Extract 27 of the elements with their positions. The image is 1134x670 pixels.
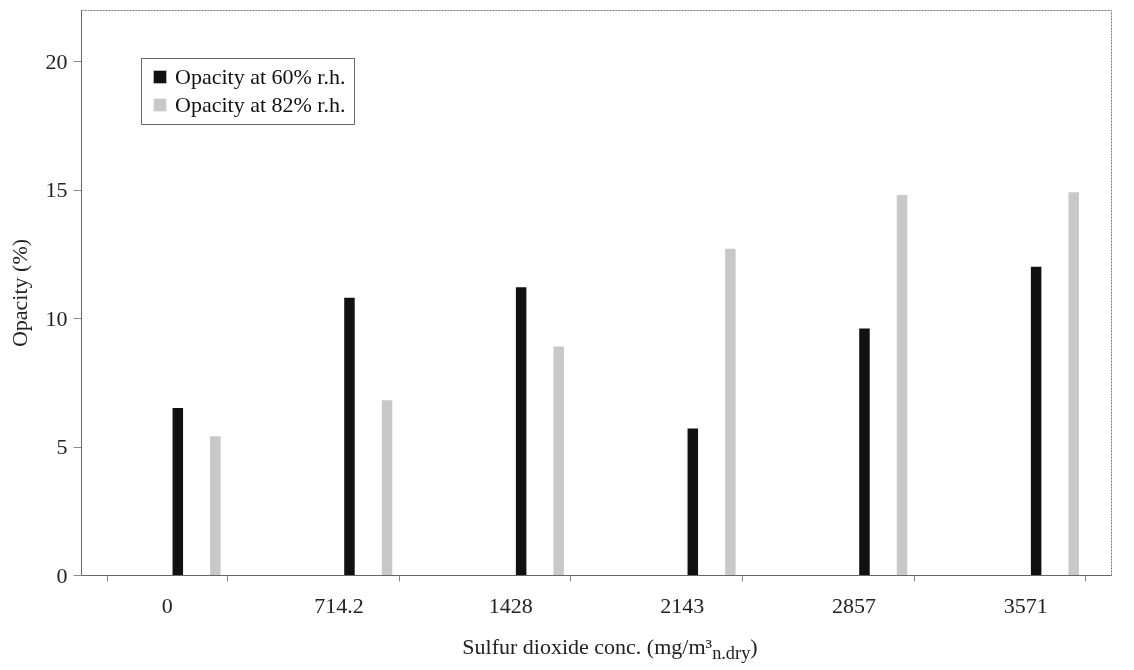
y-tick-label: 5 (56, 434, 68, 460)
bar (896, 194, 908, 575)
y-axis-title: Opacity (%) (6, 238, 32, 348)
bar (381, 400, 393, 575)
y-tick-label: 10 (45, 305, 68, 331)
x-tick-label: 3571 (1003, 592, 1048, 618)
y-tick-label: 0 (56, 562, 68, 588)
bar (1068, 192, 1079, 575)
bar (515, 287, 527, 575)
bar (725, 248, 736, 575)
x-tick-label: 2143 (660, 592, 705, 618)
bar (172, 408, 184, 575)
bar (344, 297, 355, 575)
legend-label: Opacity at 82% r.h. (175, 92, 346, 117)
x-tick-label: 1428 (488, 592, 533, 618)
x-tick-label: 714.2 (314, 592, 364, 618)
bar (687, 428, 699, 575)
bar (1030, 266, 1042, 575)
y-tick-label: 20 (45, 48, 68, 74)
bar (210, 436, 221, 575)
x-axis-title: Sulfur dioxide conc. (mg/m³$_{n.dry}$) (461, 634, 759, 665)
x-tick-label: 2857 (832, 592, 876, 618)
legend-label: Opacity at 60% r.h. (175, 64, 346, 89)
bar (859, 328, 870, 575)
bar (553, 346, 564, 575)
x-tick-label: 0 (161, 592, 173, 618)
y-tick-label: 15 (45, 177, 68, 203)
